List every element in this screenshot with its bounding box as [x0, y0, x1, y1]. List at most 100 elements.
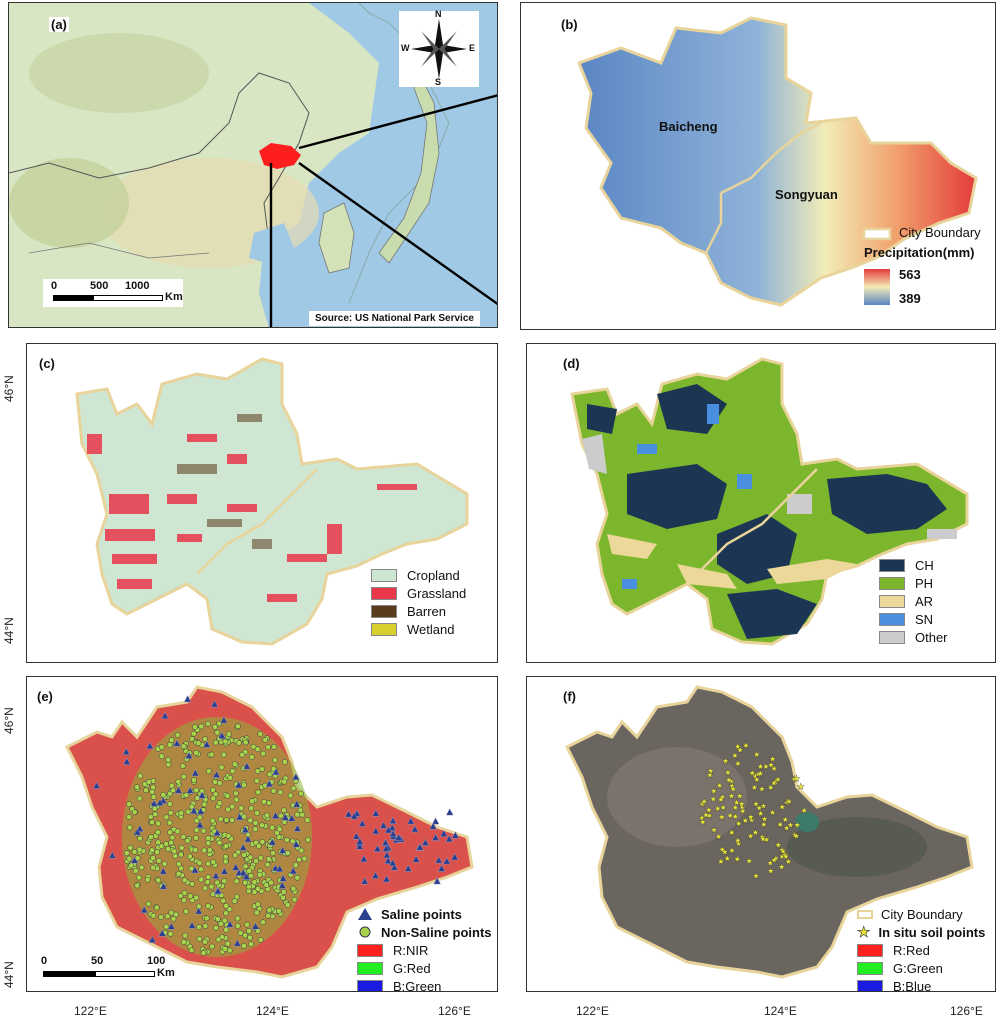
lon-tick-126-f: 126°E: [950, 1004, 983, 1018]
nonsaline-point: [253, 777, 260, 784]
nonsaline-point: [217, 816, 224, 822]
saline-point: [156, 798, 164, 806]
band-legend-item: R:NIR: [357, 941, 492, 959]
nonsaline-point: [263, 882, 270, 888]
nonsaline-point: [184, 837, 191, 844]
nonsaline-point: [248, 941, 254, 948]
soil-points-layer: ★★★★★★★★★★★★★★★★★★★★★★★★★★★★★★★★★★★★★★★★…: [698, 740, 808, 881]
nonsaline-point: [165, 846, 171, 852]
saline-point: [173, 739, 181, 747]
triangle-icon: [358, 908, 372, 920]
nonsaline-point: [282, 759, 288, 765]
soil-point: ★: [734, 836, 742, 846]
nonsaline-point: [305, 836, 311, 843]
nonsaline-point: [202, 923, 209, 929]
nonsaline-point: [210, 795, 217, 802]
band-legend-item: B:Green: [357, 977, 492, 991]
nonsaline-point: [255, 843, 262, 849]
legend-swatch-0: [371, 568, 397, 582]
nonsaline-point: [156, 857, 162, 864]
nonsaline-point: [226, 906, 233, 913]
soil-point: ★: [723, 854, 731, 864]
soil-point: ★: [753, 750, 761, 760]
soil-point: ★: [767, 782, 775, 792]
soil-point: ★: [698, 799, 706, 809]
nonsaline-point: [143, 787, 149, 794]
soil-point: ★: [745, 856, 753, 866]
nonsaline-point: [131, 809, 138, 816]
saline-point: [292, 840, 301, 848]
soilpoints-legend: City Boundary ★ In situ soil points R:Re…: [857, 905, 985, 991]
nonsaline-point: [163, 841, 170, 847]
soil-point: ★: [736, 791, 744, 801]
source-credit: Source: US National Park Service: [309, 311, 480, 326]
circle-icon: [359, 926, 371, 938]
saline-point: [384, 826, 393, 834]
saline-point: [416, 843, 424, 851]
saline-points-layer: [92, 695, 460, 947]
soil-point: ★: [752, 871, 760, 881]
soil-point: ★: [702, 810, 710, 820]
nonsaline-point: [281, 778, 288, 785]
nonsaline-point: [242, 863, 249, 870]
star-icon: ★: [857, 924, 871, 942]
nonsaline-point: [229, 768, 236, 774]
saline-point: [122, 757, 131, 765]
nonsaline-point: [205, 860, 212, 867]
scale-a-tick-1: 500: [90, 280, 109, 292]
saline-point: [382, 844, 390, 852]
nonsaline-point: [223, 902, 229, 909]
soil-point: ★: [778, 862, 786, 872]
nonsaline-point: [137, 835, 143, 842]
saline-point: [344, 810, 353, 818]
nonsaline-point: [188, 803, 195, 810]
nonsaline-point: [292, 862, 299, 868]
nonsaline-point: [222, 738, 229, 745]
nonsaline-point: [134, 882, 141, 889]
nonsaline-point: [212, 739, 219, 746]
saline-point: [161, 711, 169, 719]
nonsaline-point: [260, 750, 267, 757]
saline-point: [226, 920, 234, 928]
soil-point: ★: [748, 815, 756, 825]
saline-point: [202, 740, 211, 748]
nonsaline-point: [165, 761, 172, 768]
saline-point: [241, 825, 250, 833]
nonsaline-point: [259, 822, 265, 829]
nonsaline-point: [248, 805, 255, 812]
compass-rose-icon: [411, 19, 467, 79]
soil-point: ★: [733, 798, 741, 808]
saline-point: [434, 856, 443, 864]
saline-point: [275, 864, 284, 872]
nonsaline-point: [172, 853, 179, 859]
nonsaline-point: [237, 930, 244, 936]
nonsaline-point: [188, 947, 195, 954]
nonsaline-point: [150, 855, 156, 861]
saline-point: [278, 846, 287, 854]
nonsaline-point: [259, 839, 266, 845]
soil-point: ★: [700, 797, 708, 807]
nonsaline-point: [175, 778, 182, 785]
saline-point: [212, 871, 220, 879]
soil-point: ★: [727, 777, 735, 787]
soil-point: ★: [785, 797, 793, 807]
nonsaline-point: [178, 810, 185, 816]
saline-point: [191, 866, 199, 874]
nonsaline-point: [146, 779, 152, 785]
nonsaline-point: [136, 874, 142, 881]
saline-point: [358, 819, 367, 827]
nonsaline-point: [151, 805, 158, 812]
compass-e: E: [469, 43, 476, 53]
nonsaline-point: [229, 803, 236, 810]
nonsaline-point: [193, 894, 200, 901]
nonsaline-point: [212, 724, 218, 730]
scale-bar-a: 0 500 1000 Km: [43, 279, 183, 307]
soil-point: ★: [772, 777, 780, 787]
saline-point: [239, 868, 248, 876]
nonsaline-point: [296, 856, 302, 863]
nonsaline-point: [222, 858, 229, 865]
saline-point: [174, 786, 183, 794]
nonsaline-point: [247, 817, 254, 824]
nonsaline-point: [297, 807, 304, 813]
boundary-legend-item: City Boundary: [857, 905, 985, 923]
